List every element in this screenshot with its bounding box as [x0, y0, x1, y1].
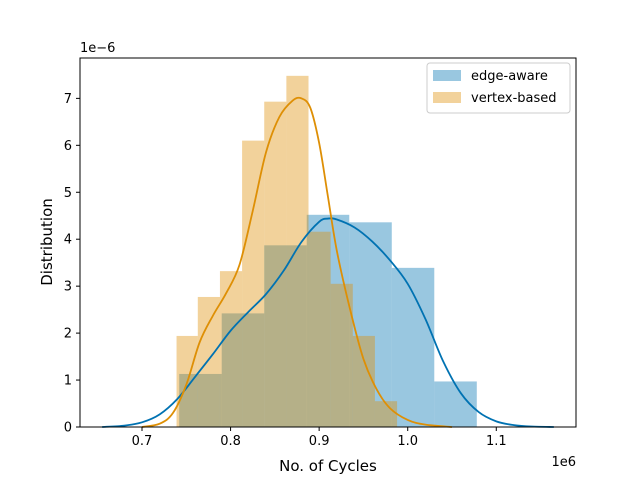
legend: edge-aware vertex-based	[426, 62, 571, 114]
histogram-bar-vertex-based-6	[308, 231, 331, 427]
y-offset-label: 1e−6	[80, 41, 115, 56]
histogram-bar-vertex-based-3	[242, 140, 265, 427]
histogram-bar-edge-aware-4	[349, 222, 392, 427]
legend-frame	[426, 62, 571, 114]
y-tick-label: 0	[64, 421, 72, 436]
legend-swatch-edge-aware	[433, 70, 461, 81]
y-axis: 0 1 2 3 4 5 6 7	[64, 92, 80, 436]
histogram-bar-edge-aware-3	[306, 214, 350, 427]
histogram-bar-vertex-based-2	[219, 271, 243, 427]
histogram-bar-vertex-based-4	[264, 101, 287, 427]
legend-label-edge-aware: edge-aware	[471, 69, 548, 84]
y-tick-label: 2	[64, 327, 72, 342]
x-tick-label: 0.8	[220, 434, 241, 449]
kde-layer	[102, 96, 554, 428]
x-axis: 0.7 0.8 0.9 1.0 1.1	[132, 427, 507, 449]
y-tick-label: 3	[64, 280, 72, 295]
x-axis-label: No. of Cycles	[279, 457, 377, 475]
x-tick-label: 1.0	[397, 434, 418, 449]
x-offset-label: 1e6	[551, 455, 576, 470]
y-tick-label: 1	[64, 374, 72, 389]
plot-frame	[79, 57, 577, 428]
kde-line-vertex-based	[141, 96, 453, 428]
x-tick-label: 0.9	[309, 434, 330, 449]
histogram-bar-vertex-based-7	[330, 283, 353, 427]
y-tick-label: 6	[64, 139, 72, 154]
x-tick-label: 0.7	[132, 434, 153, 449]
bars-layer	[176, 75, 477, 427]
y-tick-label: 4	[64, 233, 72, 248]
histogram-bar-vertex-based-1	[197, 296, 220, 427]
x-tick-label: 1.1	[486, 434, 507, 449]
y-tick-label: 5	[64, 186, 72, 201]
legend-label-vertex-based: vertex-based	[471, 91, 557, 106]
y-axis-label: Distribution	[38, 198, 56, 286]
legend-swatch-vertex-based	[433, 92, 461, 103]
histogram-bar-vertex-based-5	[286, 75, 309, 427]
histogram-bar-vertex-based-8	[352, 335, 375, 427]
y-tick-label: 7	[64, 92, 72, 107]
histogram-bar-edge-aware-2	[264, 245, 307, 427]
histogram-bar-vertex-based-9	[374, 401, 398, 427]
plot-background	[80, 58, 576, 427]
